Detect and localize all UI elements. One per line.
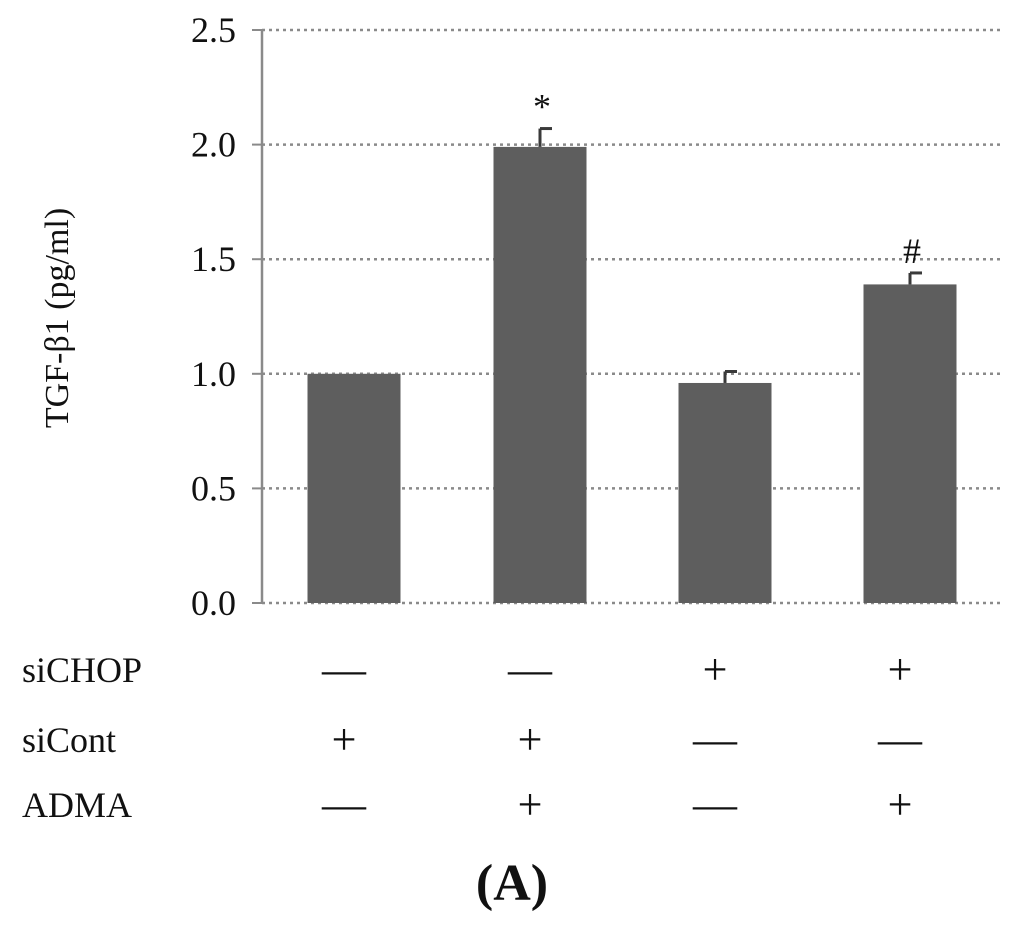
condition-symbol: + xyxy=(332,715,357,764)
significance-marker: # xyxy=(903,231,921,271)
y-tick-label: 2.0 xyxy=(191,125,236,165)
bars: *# xyxy=(307,87,957,603)
condition-symbol: — xyxy=(507,645,553,694)
y-tick-label: 1.0 xyxy=(191,354,236,394)
bar xyxy=(678,382,772,603)
condition-table: siCHOP — — + + siCont + + — — ADMA — + — + xyxy=(22,645,923,829)
condition-symbol: + xyxy=(703,645,728,694)
condition-label: siCont xyxy=(22,720,116,760)
bar xyxy=(863,284,957,603)
condition-symbol: — xyxy=(321,645,367,694)
condition-symbol: + xyxy=(888,645,913,694)
y-tick-label: 0.5 xyxy=(191,468,236,508)
condition-symbol: — xyxy=(692,715,738,764)
y-tick-labels: 0.0 0.5 1.0 1.5 2.0 2.5 xyxy=(191,10,236,623)
bar xyxy=(307,373,401,603)
condition-symbol: — xyxy=(692,780,738,829)
condition-symbol: — xyxy=(877,715,923,764)
condition-symbol: — xyxy=(321,780,367,829)
significance-marker: * xyxy=(533,87,551,127)
y-tick-label: 1.5 xyxy=(191,239,236,279)
condition-symbol: + xyxy=(518,780,543,829)
bar xyxy=(493,146,587,603)
y-tick-label: 0.0 xyxy=(191,583,236,623)
y-axis-label: TGF-β1 (pg/ml) xyxy=(39,208,76,428)
condition-label: siCHOP xyxy=(22,650,142,690)
y-tick-label: 2.5 xyxy=(191,10,236,50)
condition-symbol: + xyxy=(518,715,543,764)
panel-label: (A) xyxy=(476,855,548,912)
condition-symbol: + xyxy=(888,780,913,829)
condition-label: ADMA xyxy=(22,785,132,825)
